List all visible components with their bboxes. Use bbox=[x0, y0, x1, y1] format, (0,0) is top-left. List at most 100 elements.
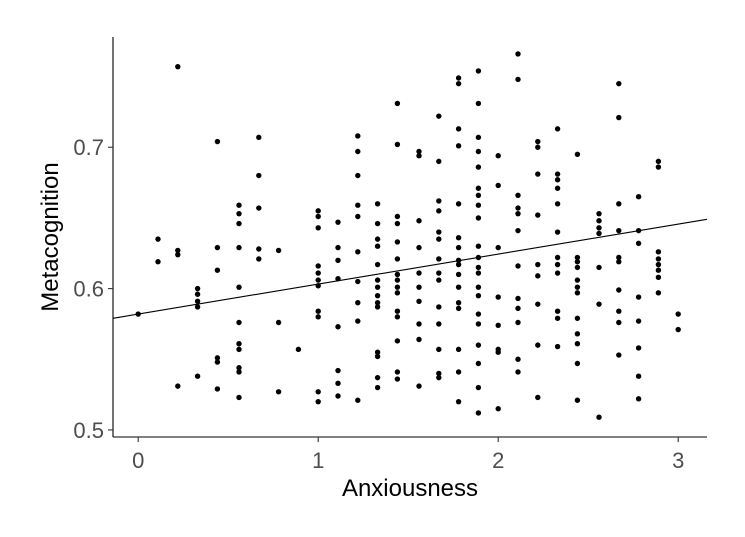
data-point-40 bbox=[315, 225, 321, 231]
data-point-219 bbox=[616, 201, 622, 207]
data-point-175 bbox=[515, 356, 521, 362]
data-point-35 bbox=[275, 319, 282, 326]
data-point-197 bbox=[554, 343, 561, 350]
data-point-193 bbox=[554, 261, 561, 268]
data-point-139 bbox=[475, 148, 482, 155]
data-point-152 bbox=[475, 321, 482, 327]
data-point-185 bbox=[535, 394, 541, 401]
data-point-80 bbox=[374, 384, 381, 391]
data-point-187 bbox=[554, 171, 561, 177]
data-point-28 bbox=[236, 394, 242, 401]
data-point-1 bbox=[155, 236, 161, 242]
data-point-2 bbox=[155, 259, 161, 265]
data-point-15 bbox=[214, 355, 221, 361]
data-point-86 bbox=[394, 256, 401, 262]
data-point-135 bbox=[455, 398, 462, 405]
y-tick-label-1: 0.6 bbox=[73, 277, 104, 302]
data-point-225 bbox=[616, 319, 622, 326]
data-point-101 bbox=[416, 284, 422, 290]
data-point-160 bbox=[495, 294, 501, 300]
data-point-114 bbox=[436, 277, 442, 283]
data-point-64 bbox=[355, 300, 361, 306]
data-point-57 bbox=[355, 133, 361, 139]
data-point-71 bbox=[374, 261, 381, 268]
data-point-237 bbox=[655, 249, 662, 255]
data-point-41 bbox=[315, 263, 321, 269]
data-point-226 bbox=[616, 352, 622, 358]
data-point-62 bbox=[355, 249, 361, 255]
data-point-97 bbox=[416, 153, 422, 159]
data-point-216 bbox=[596, 414, 602, 420]
data-point-106 bbox=[436, 113, 442, 119]
data-point-67 bbox=[374, 201, 381, 207]
data-point-204 bbox=[574, 290, 581, 296]
data-point-77 bbox=[374, 349, 381, 355]
data-point-239 bbox=[655, 261, 662, 268]
y-axis-ticks: 0.5 0.6 0.7 bbox=[73, 135, 113, 443]
data-point-220 bbox=[616, 227, 622, 234]
data-point-194 bbox=[554, 270, 561, 276]
data-point-13 bbox=[214, 244, 221, 251]
data-point-143 bbox=[475, 202, 482, 208]
data-point-208 bbox=[574, 360, 581, 367]
data-point-136 bbox=[475, 68, 482, 74]
data-point-99 bbox=[416, 244, 422, 251]
data-point-167 bbox=[515, 192, 521, 198]
data-point-63 bbox=[355, 278, 361, 285]
data-point-230 bbox=[635, 294, 642, 300]
data-point-73 bbox=[374, 284, 381, 290]
data-point-210 bbox=[596, 210, 602, 217]
data-point-75 bbox=[374, 300, 381, 306]
data-point-84 bbox=[394, 220, 401, 227]
data-point-21 bbox=[236, 244, 242, 251]
data-point-159 bbox=[495, 244, 501, 251]
data-point-133 bbox=[455, 346, 462, 353]
data-point-211 bbox=[596, 218, 602, 224]
data-point-236 bbox=[655, 164, 662, 170]
data-point-149 bbox=[475, 284, 482, 290]
data-point-82 bbox=[394, 141, 401, 148]
data-point-231 bbox=[635, 318, 642, 324]
data-point-94 bbox=[394, 369, 401, 375]
data-point-142 bbox=[475, 192, 482, 198]
data-point-192 bbox=[554, 254, 561, 261]
data-point-223 bbox=[616, 287, 622, 293]
data-point-51 bbox=[335, 257, 341, 264]
data-point-60 bbox=[355, 202, 361, 208]
data-point-179 bbox=[535, 171, 541, 177]
trend-line bbox=[112, 218, 708, 319]
data-point-100 bbox=[416, 270, 422, 276]
data-point-156 bbox=[475, 410, 482, 416]
data-point-188 bbox=[554, 177, 561, 183]
data-point-120 bbox=[455, 75, 462, 81]
data-point-36 bbox=[275, 389, 282, 395]
data-point-134 bbox=[455, 369, 462, 375]
data-point-241 bbox=[655, 274, 662, 280]
data-point-180 bbox=[535, 212, 541, 218]
data-point-111 bbox=[436, 236, 442, 242]
data-point-201 bbox=[574, 264, 581, 271]
data-point-206 bbox=[574, 331, 581, 337]
data-point-151 bbox=[475, 311, 482, 317]
data-point-3 bbox=[175, 63, 181, 70]
data-point-87 bbox=[394, 271, 401, 278]
data-point-76 bbox=[374, 304, 381, 310]
data-point-214 bbox=[596, 264, 602, 271]
data-point-130 bbox=[455, 284, 462, 290]
data-point-42 bbox=[315, 270, 321, 276]
data-point-158 bbox=[495, 182, 501, 189]
data-point-70 bbox=[374, 243, 381, 249]
data-point-23 bbox=[236, 319, 242, 326]
data-point-202 bbox=[574, 277, 581, 283]
data-point-182 bbox=[535, 273, 541, 279]
data-point-81 bbox=[394, 100, 401, 107]
data-point-30 bbox=[256, 172, 262, 179]
data-point-161 bbox=[495, 322, 501, 329]
data-point-138 bbox=[475, 134, 482, 141]
data-point-20 bbox=[236, 220, 242, 227]
data-point-74 bbox=[374, 292, 381, 299]
data-point-39 bbox=[315, 213, 321, 220]
data-point-238 bbox=[655, 256, 662, 262]
data-point-125 bbox=[455, 235, 462, 241]
